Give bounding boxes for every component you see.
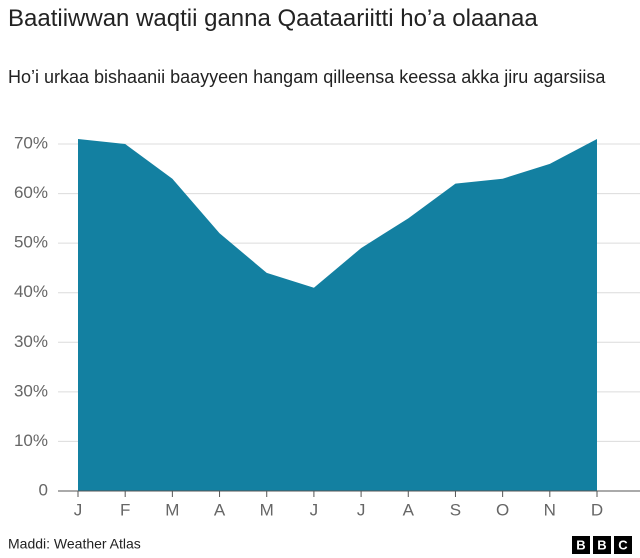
x-tick-label: N xyxy=(544,500,556,519)
x-tick-label: J xyxy=(310,500,319,519)
y-tick-label: 70% xyxy=(14,133,48,152)
x-tick-label: M xyxy=(165,500,179,519)
source: Maddi: Weather Atlas xyxy=(8,536,141,552)
x-tick-label: S xyxy=(450,500,461,519)
logo-letter: B xyxy=(576,537,585,552)
x-tick-label: O xyxy=(496,500,509,519)
x-tick-label: J xyxy=(357,500,366,519)
chart-subtitle: Ho’i urkaa bishaanii baayyeen hangam qil… xyxy=(8,67,606,87)
x-tick-label: A xyxy=(214,500,226,519)
logo-letter: B xyxy=(597,537,606,552)
x-tick-label: F xyxy=(120,500,130,519)
y-tick-label: 50% xyxy=(14,233,48,252)
y-tick-label: 60% xyxy=(14,183,48,202)
logo-letter: C xyxy=(618,537,628,552)
y-tick-label: 40% xyxy=(14,282,48,301)
logo-box xyxy=(614,536,632,554)
x-tick-label: D xyxy=(591,500,603,519)
y-tick-label: 10% xyxy=(14,431,48,450)
y-tick-label: 0 xyxy=(39,480,48,499)
y-tick-label: 30% xyxy=(14,381,48,400)
x-tick-label: A xyxy=(403,500,415,519)
area xyxy=(78,139,597,492)
chart-title: Baatiiwwan waqtii ganna Qaataariitti ho’… xyxy=(8,5,538,32)
y-tick-label: 30% xyxy=(14,332,48,351)
x-tick-label: M xyxy=(260,500,274,519)
logo-box xyxy=(593,536,611,554)
logo-box xyxy=(572,536,590,554)
x-tick-label: J xyxy=(74,500,83,519)
